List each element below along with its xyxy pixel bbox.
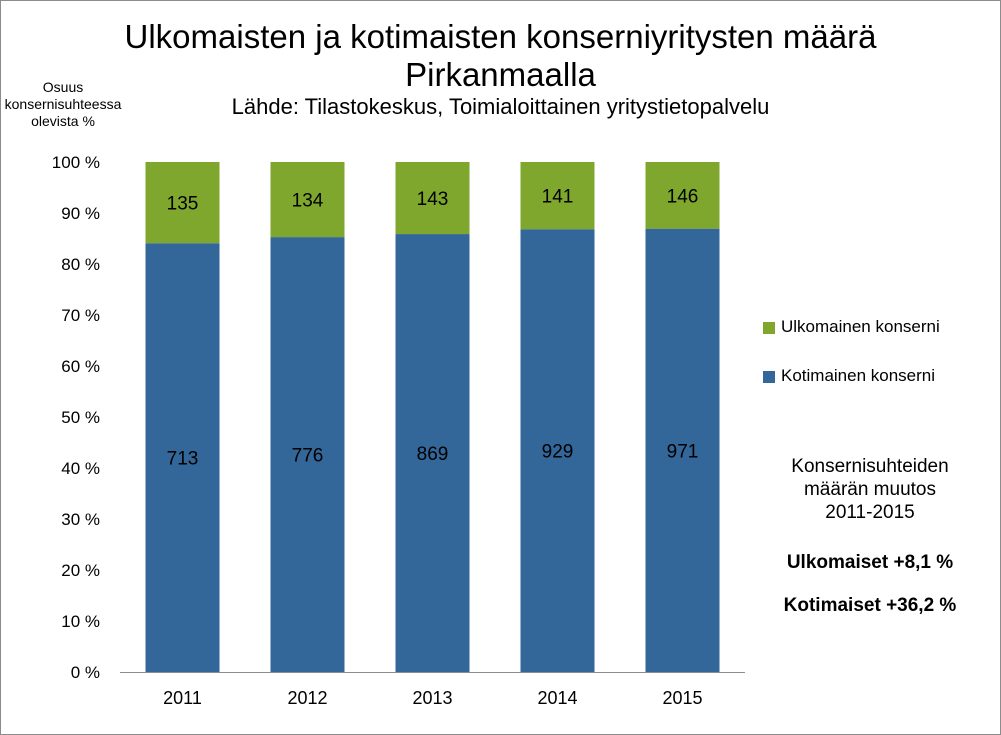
y-axis-label-line: konsernisuhteessa bbox=[4, 96, 122, 112]
y-axis-label-line: Osuus bbox=[42, 79, 84, 95]
bar-foreign bbox=[645, 162, 720, 229]
data-label-domestic: 776 bbox=[292, 446, 324, 467]
data-label-foreign: 146 bbox=[667, 186, 699, 207]
y-tick-label: 100 % bbox=[52, 153, 100, 172]
legend-swatch-domestic bbox=[763, 370, 775, 383]
data-label-domestic: 713 bbox=[167, 449, 199, 470]
info-box-title-line: 2011-2015 bbox=[825, 502, 915, 523]
y-tick-label: 20 % bbox=[61, 561, 100, 580]
chart-title-line-1: Ulkomaisten ja kotimaisten konserniyrity… bbox=[124, 18, 877, 55]
x-tick-label: 2013 bbox=[412, 688, 452, 708]
info-box-title: Konsernisuhteiden määrän muutos 2011-201… bbox=[752, 455, 988, 524]
data-label-domestic: 971 bbox=[667, 441, 699, 462]
y-tick-label: 60 % bbox=[61, 357, 100, 376]
bar-foreign bbox=[520, 162, 595, 230]
change-info-box: Konsernisuhteiden määrän muutos 2011-201… bbox=[752, 447, 988, 644]
legend-item-domestic: Kotimainen konserni bbox=[763, 366, 935, 386]
bar-domestic bbox=[145, 243, 220, 672]
bar-domestic bbox=[645, 228, 720, 672]
data-label-domestic: 929 bbox=[542, 442, 574, 463]
info-box-title-line: Konsernisuhteiden bbox=[791, 456, 949, 477]
y-tick-label: 30 % bbox=[61, 510, 100, 529]
chart-source: Lähde: Tilastokeskus, Toimialoittainen y… bbox=[231, 94, 770, 119]
data-label-foreign: 135 bbox=[167, 194, 199, 215]
y-tick-label: 90 % bbox=[61, 204, 100, 223]
y-tick-label: 80 % bbox=[61, 255, 100, 274]
info-box-title-line: määrän muutos bbox=[803, 479, 936, 500]
y-tick-label: 40 % bbox=[61, 459, 100, 478]
bar-domestic bbox=[395, 234, 470, 672]
legend-label-domestic: Kotimainen konserni bbox=[781, 366, 936, 385]
legend-label-foreign: Ulkomainen konserni bbox=[781, 317, 940, 336]
bar-foreign bbox=[145, 162, 220, 244]
y-tick-label: 10 % bbox=[61, 612, 100, 631]
data-label-foreign: 141 bbox=[542, 187, 574, 208]
legend-item-foreign: Ulkomainen konserni bbox=[763, 317, 940, 337]
bar-foreign bbox=[270, 162, 345, 238]
x-tick-label: 2011 bbox=[163, 688, 202, 708]
foreign-change: Ulkomaiset +8,1 % bbox=[786, 552, 954, 573]
y-axis-label-line: olevista % bbox=[31, 113, 95, 129]
y-axis-label: Osuus konsernisuhteessa olevista % bbox=[0, 79, 126, 130]
data-label-foreign: 143 bbox=[417, 189, 449, 210]
x-tick-label: 2014 bbox=[537, 688, 577, 708]
data-label-domestic: 869 bbox=[417, 444, 449, 465]
chart-title-line-2: Pirkanmaalla bbox=[405, 56, 596, 93]
bar-foreign bbox=[395, 162, 470, 235]
bar-domestic bbox=[270, 237, 345, 672]
data-label-foreign: 134 bbox=[292, 191, 324, 212]
domestic-change: Kotimaiset +36,2 % bbox=[783, 595, 957, 616]
y-tick-label: 70 % bbox=[61, 306, 100, 325]
y-tick-label: 0 % bbox=[71, 663, 100, 682]
bar-domestic bbox=[520, 229, 595, 672]
y-tick-label: 50 % bbox=[61, 408, 100, 427]
legend-swatch-foreign bbox=[763, 321, 775, 334]
x-tick-label: 2015 bbox=[662, 688, 702, 708]
x-tick-label: 2012 bbox=[287, 688, 327, 708]
